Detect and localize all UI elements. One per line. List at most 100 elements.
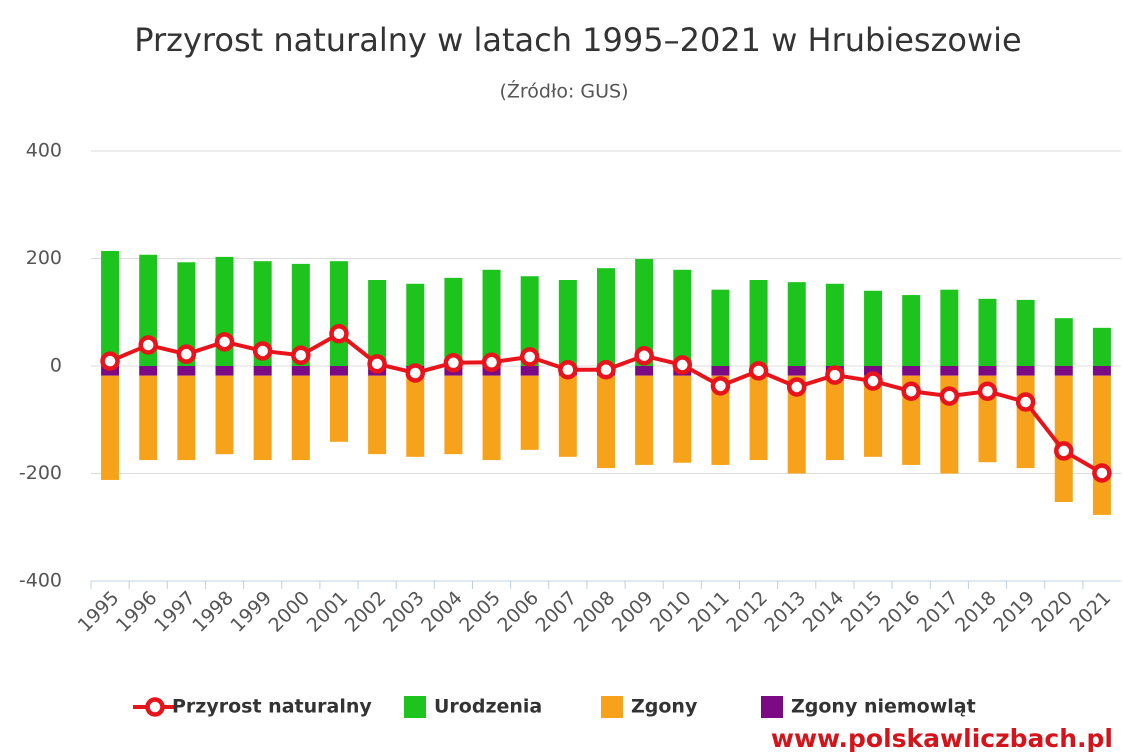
bar <box>253 261 272 366</box>
bar <box>101 375 120 480</box>
bar <box>329 366 348 376</box>
point <box>901 381 921 402</box>
bar <box>482 375 501 461</box>
legend-label: Urodzenia <box>434 696 542 718</box>
y-tick-label: 200 <box>26 247 62 269</box>
point <box>291 345 311 365</box>
x-tick-label: 2019 <box>989 587 1039 637</box>
x-tick-label: 2010 <box>646 587 696 637</box>
point <box>710 376 731 396</box>
watermark: www.polskawliczbach.pl <box>771 724 1113 753</box>
point <box>138 335 158 355</box>
bar <box>787 282 806 366</box>
bar <box>406 283 425 366</box>
bar <box>978 298 997 366</box>
point <box>786 377 807 397</box>
bar <box>1016 299 1035 366</box>
bar <box>558 375 577 457</box>
point <box>977 381 998 402</box>
bar <box>635 259 654 366</box>
x-tick-label: 2008 <box>570 587 620 637</box>
legend-swatch <box>404 696 426 718</box>
bar <box>711 289 730 366</box>
point <box>748 361 769 381</box>
bar <box>902 295 921 366</box>
legend-label: Przyrost naturalny <box>172 696 372 718</box>
legend-label: Zgony <box>631 696 698 718</box>
x-tick-label: 2000 <box>264 587 314 637</box>
legend-swatch <box>601 696 623 718</box>
bar <box>253 366 272 376</box>
point <box>558 360 578 380</box>
y-tick-label: 0 <box>50 355 62 377</box>
x-tick-label: 2018 <box>951 587 1001 637</box>
bar <box>177 375 196 461</box>
x-tick-label: 2002 <box>341 587 391 637</box>
bar <box>597 375 615 469</box>
bar <box>1092 327 1111 366</box>
bar <box>139 375 158 461</box>
bar <box>902 366 921 376</box>
y-tick-label: -400 <box>19 570 62 592</box>
y-tick-label: 400 <box>26 140 62 162</box>
x-tick-label: 1997 <box>150 587 200 637</box>
x-tick-label: 2003 <box>379 587 429 637</box>
x-tick-label: 2011 <box>684 587 734 637</box>
point <box>596 360 616 380</box>
point <box>825 365 845 385</box>
point <box>863 371 883 391</box>
point <box>443 353 464 373</box>
bar <box>406 375 425 457</box>
bar <box>177 366 196 376</box>
bar <box>520 375 539 450</box>
legend-label: Zgony niemowląt <box>791 696 976 718</box>
bar <box>101 250 120 366</box>
bar <box>749 280 768 366</box>
bar <box>177 262 196 366</box>
bar <box>1054 318 1073 366</box>
bar <box>482 269 501 366</box>
x-tick-label: 1996 <box>112 587 162 637</box>
bar <box>673 375 692 463</box>
x-tick-label: 2009 <box>608 587 658 637</box>
bar <box>711 375 730 465</box>
bar <box>787 375 806 474</box>
bar <box>940 366 959 376</box>
chart-subtitle: (Źródło: GUS) <box>499 80 628 103</box>
bar <box>711 366 730 376</box>
x-tick-label: 1998 <box>188 587 238 637</box>
y-tick-label: -200 <box>19 462 62 484</box>
x-tick-label: 2013 <box>760 587 810 637</box>
x-tick-label: 2015 <box>837 587 887 637</box>
x-tick-label: 2007 <box>532 587 582 637</box>
bar <box>215 375 234 455</box>
point <box>519 347 540 367</box>
bar <box>940 289 959 366</box>
bar <box>520 366 539 376</box>
legend-marker <box>145 697 165 717</box>
point <box>1015 392 1036 412</box>
x-tick-label: 2006 <box>493 587 543 637</box>
bar <box>825 283 844 366</box>
bar <box>1054 366 1073 376</box>
point <box>252 341 273 361</box>
bar <box>329 261 348 366</box>
x-tick-label: 2014 <box>799 587 849 637</box>
bar <box>1092 366 1111 376</box>
legend-swatch <box>761 696 783 718</box>
x-tick-label: 1995 <box>74 587 124 637</box>
point <box>1092 463 1112 483</box>
bar <box>444 375 463 455</box>
bar <box>291 263 310 366</box>
bar <box>825 375 844 461</box>
x-tick-label: 2005 <box>455 587 505 637</box>
point <box>176 344 197 364</box>
bar <box>749 375 768 461</box>
bar <box>978 366 997 376</box>
point <box>939 386 960 406</box>
bar <box>368 375 387 455</box>
bar <box>787 366 806 376</box>
point <box>329 324 349 344</box>
point <box>672 355 693 375</box>
point <box>405 363 426 383</box>
